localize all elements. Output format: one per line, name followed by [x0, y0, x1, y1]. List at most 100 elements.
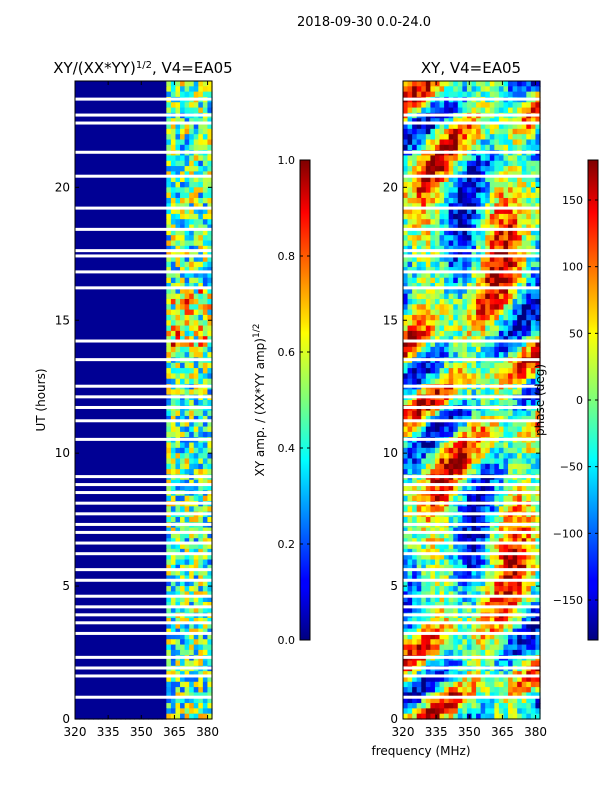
- heatmap-cell: [106, 208, 113, 215]
- heatmap-cell: [148, 139, 154, 146]
- heatmap-cell: [148, 86, 154, 93]
- heatmap-cell: [485, 91, 491, 98]
- heatmap-cell: [111, 421, 117, 428]
- heatmap-cell: [75, 548, 81, 555]
- heatmap-cell: [517, 261, 523, 268]
- heatmap-cell: [129, 607, 135, 614]
- heatmap-cell: [189, 676, 195, 683]
- heatmap-cell: [180, 591, 186, 598]
- heatmap-cell: [75, 166, 81, 172]
- heatmap-cell: [152, 176, 158, 183]
- heatmap-cell: [180, 229, 186, 236]
- heatmap-cell: [198, 463, 204, 470]
- heatmap-cell: [125, 495, 131, 502]
- heatmap-cell: [79, 341, 85, 348]
- heatmap-cell: [444, 155, 450, 162]
- heatmap-cell: [93, 362, 99, 369]
- heatmap-cell: [166, 118, 172, 125]
- heatmap-cell: [508, 187, 514, 194]
- heatmap-cell: [161, 245, 167, 252]
- heatmap-cell: [84, 155, 90, 162]
- heatmap-cell: [202, 708, 209, 715]
- heatmap-cell: [170, 575, 177, 582]
- heatmap-cell: [97, 346, 103, 353]
- heatmap-cell: [207, 628, 213, 635]
- heatmap-cell: [148, 107, 154, 114]
- heatmap-cell: [111, 346, 117, 353]
- heatmap-cell: [407, 293, 413, 300]
- heatmap-cell: [79, 708, 85, 715]
- heatmap-cell: [88, 123, 94, 130]
- heatmap-cell: [116, 708, 122, 715]
- heatmap-cell: [530, 283, 537, 289]
- heatmap-cell: [116, 139, 122, 146]
- heatmap-cell: [207, 107, 213, 114]
- heatmap-cell: [184, 543, 190, 550]
- heatmap-cell: [526, 293, 532, 300]
- heatmap-cell: [412, 224, 418, 231]
- heatmap-cell: [457, 128, 463, 135]
- heatmap-cell: [157, 400, 163, 406]
- heatmap-cell: [530, 245, 537, 252]
- heatmap-cell: [448, 277, 454, 284]
- heatmap-cell: [403, 197, 409, 204]
- heatmap-cell: [134, 362, 140, 369]
- heatmap-cell: [462, 144, 468, 151]
- heatmap-cell: [512, 176, 518, 183]
- heatmap-cell: [134, 341, 140, 348]
- heatmap-cell: [97, 118, 103, 125]
- heatmap-cell: [134, 570, 140, 577]
- heatmap-cell: [471, 102, 477, 109]
- heatmap-cell: [161, 617, 167, 624]
- heatmap-cell: [457, 240, 463, 247]
- heatmap-cell: [189, 86, 195, 93]
- heatmap-cell: [198, 91, 204, 98]
- heatmap-cell: [157, 341, 163, 348]
- heatmap-cell: [189, 272, 195, 279]
- heatmap-cell: [193, 378, 199, 385]
- heatmap-cell: [88, 586, 94, 592]
- heatmap-cell: [79, 304, 85, 311]
- heatmap-cell: [106, 415, 113, 422]
- heatmap-cell: [170, 421, 177, 428]
- heatmap-cell: [517, 160, 523, 167]
- heatmap-cell: [134, 548, 140, 555]
- heatmap-cell: [102, 314, 108, 321]
- heatmap-cell: [134, 703, 140, 709]
- heatmap-cell: [111, 251, 117, 258]
- heatmap-cell: [111, 479, 117, 486]
- heatmap-cell: [434, 261, 441, 268]
- heatmap-cell: [166, 421, 172, 428]
- heatmap-cell: [84, 453, 90, 460]
- heatmap-cell: [526, 277, 532, 284]
- heatmap-cell: [75, 421, 81, 428]
- heatmap-cell: [526, 283, 532, 289]
- heatmap-cell: [466, 134, 473, 141]
- heatmap-cell: [102, 697, 108, 704]
- heatmap-cell: [97, 447, 103, 454]
- heatmap-cell: [521, 240, 527, 247]
- heatmap-cell: [161, 458, 167, 465]
- heatmap-cell: [106, 197, 113, 204]
- heatmap-cell: [148, 453, 154, 460]
- heatmap-cell: [466, 229, 473, 236]
- heatmap-cell: [444, 144, 450, 151]
- heatmap-cell: [138, 187, 145, 194]
- heatmap-cell: [129, 633, 135, 640]
- heatmap-cell: [480, 261, 486, 268]
- heatmap-cell: [161, 277, 167, 284]
- heatmap-cell: [193, 128, 199, 135]
- heatmap-cell: [102, 596, 108, 603]
- heatmap-cell: [134, 623, 140, 630]
- heatmap-cell: [439, 171, 445, 178]
- heatmap-cell: [125, 649, 131, 656]
- heatmap-cell: [75, 442, 81, 449]
- heatmap-cell: [457, 81, 463, 87]
- heatmap-cell: [530, 288, 537, 295]
- heatmap-cell: [421, 251, 427, 258]
- heatmap-cell: [403, 134, 409, 141]
- heatmap-cell: [166, 336, 172, 343]
- heatmap-cell: [138, 155, 145, 162]
- heatmap-cell: [508, 219, 514, 226]
- heatmap-cell: [466, 219, 473, 226]
